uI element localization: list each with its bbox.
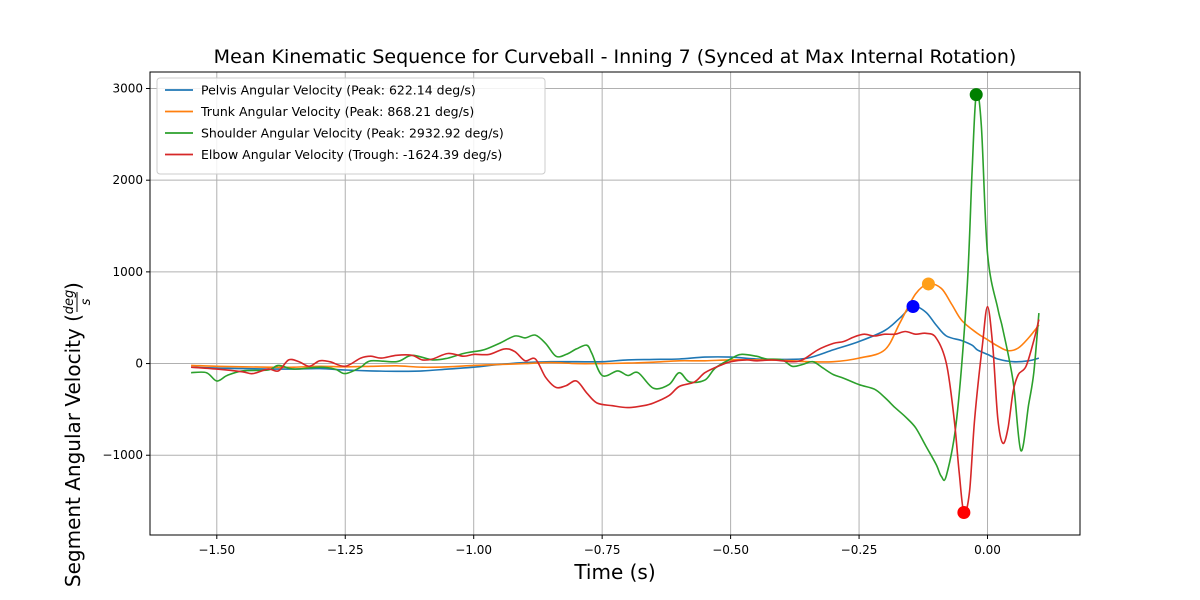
y-axis-ticks: −1000 0 1000 2000 3000	[102, 82, 150, 462]
y-axis-unit-numerator: deg	[62, 290, 77, 315]
y-tick-label: −1000	[102, 448, 143, 462]
pelvis-legend-label: Pelvis Angular Velocity (Peak: 622.14 de…	[201, 83, 476, 98]
x-tick-label: 0.00	[974, 543, 1001, 557]
markers-layer	[906, 88, 983, 519]
legend-box	[156, 77, 546, 175]
x-tick-label: −0.25	[841, 543, 878, 557]
x-tick-label: −1.00	[455, 543, 492, 557]
x-tick-label: −1.25	[327, 543, 364, 557]
y-axis-unit-denominator: s	[79, 298, 94, 305]
x-tick-label: −1.50	[198, 543, 235, 557]
pelvis-peak-marker	[906, 300, 920, 314]
pelvis-series-line	[191, 305, 1040, 373]
x-tick-label: −0.50	[712, 543, 749, 557]
chart-title: Mean Kinematic Sequence for Curveball - …	[214, 46, 1017, 68]
trunk-legend-label: Trunk Angular Velocity (Peak: 868.21 deg…	[200, 104, 474, 119]
elbow-trough-marker	[957, 505, 971, 519]
elbow-series-line	[191, 305, 1040, 514]
y-tick-label: 0	[135, 357, 143, 371]
plot-frame	[149, 71, 1081, 536]
x-axis-label: Time (s)	[573, 560, 655, 584]
trunk-series-line	[191, 282, 1040, 369]
y-axis-label-close: )	[61, 282, 85, 290]
y-tick-label: 3000	[112, 82, 143, 96]
legend: Pelvis Angular Velocity (Peak: 622.14 de…	[156, 77, 546, 175]
x-axis-ticks: −1.50 −1.25 −1.00 −0.75 −0.50 −0.25 0.00	[198, 535, 1001, 557]
shoulder-peak-marker	[969, 88, 983, 102]
y-axis-label-text: Segment Angular Velocity (	[61, 314, 85, 587]
y-tick-label: 2000	[112, 173, 143, 187]
x-tick-label: −0.75	[584, 543, 621, 557]
trunk-peak-marker	[921, 277, 935, 291]
shoulder-series-line	[191, 91, 1040, 482]
y-tick-label: 1000	[112, 265, 143, 279]
series-layer	[191, 91, 1040, 514]
shoulder-legend-label: Shoulder Angular Velocity (Peak: 2932.92…	[201, 126, 504, 141]
y-axis-label: Segment Angular Velocity ( deg s )	[61, 282, 94, 587]
elbow-legend-label: Elbow Angular Velocity (Trough: -1624.39…	[201, 147, 502, 162]
